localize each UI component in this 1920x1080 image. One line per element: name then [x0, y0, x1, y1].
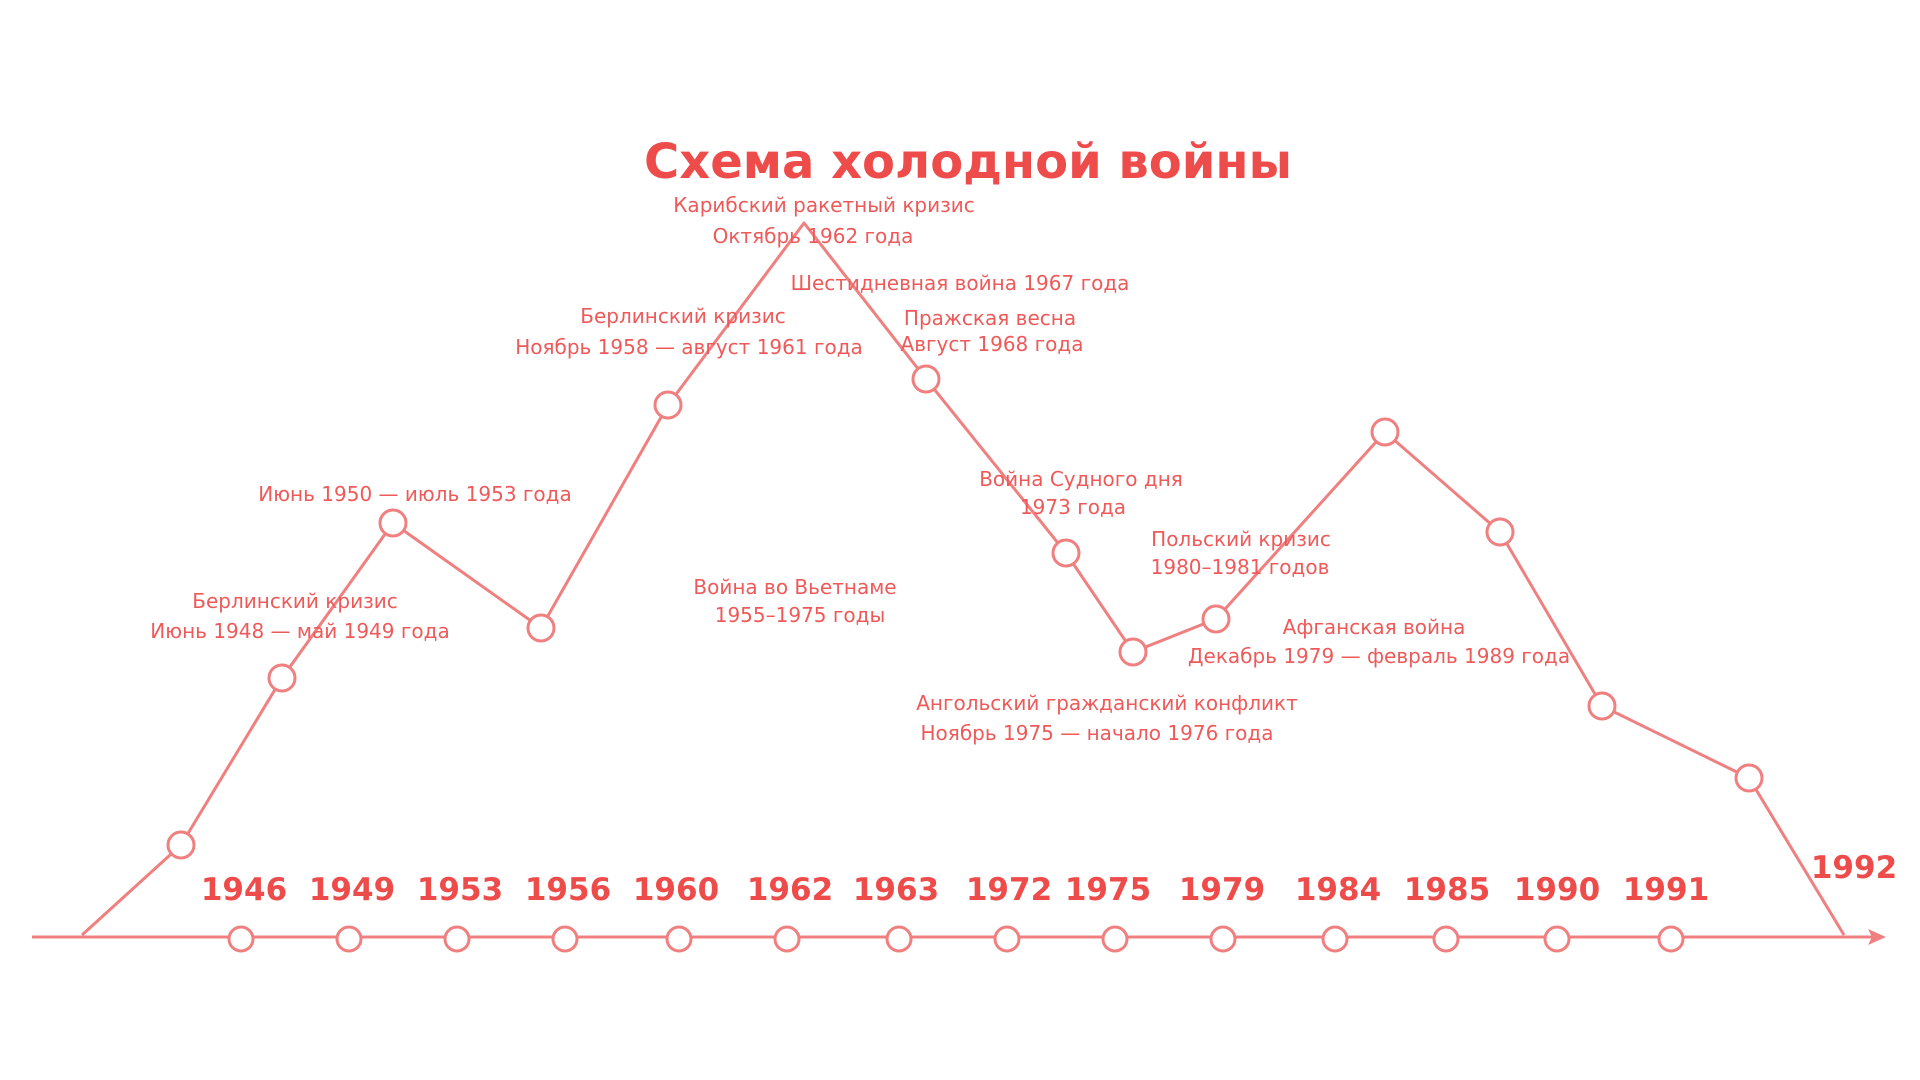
axis-node	[773, 925, 801, 953]
year-label: 1963	[853, 872, 939, 908]
year-label: 1962	[747, 872, 833, 908]
event-title: Война во Вьетнаме	[693, 575, 896, 599]
axis-node	[1543, 925, 1571, 953]
curve-node	[911, 364, 941, 394]
curve-node	[1370, 417, 1400, 447]
event-korean-war: Июнь 1950 — июль 1953 года	[258, 482, 571, 506]
event-six-day-war: Шестидневная война 1967 года	[791, 271, 1130, 295]
event-dates: Июнь 1950 — июль 1953 года	[258, 482, 571, 506]
curve-node	[1587, 691, 1617, 721]
axis-node	[885, 925, 913, 953]
event-prague-spring: Пражская весна Август 1968 года	[901, 306, 1084, 356]
event-dates: 1973 года	[1020, 495, 1126, 519]
curve-node	[526, 613, 556, 643]
event-dates: Июнь 1948 — май 1949 года	[150, 619, 449, 643]
event-title: Война Судного дня	[979, 467, 1183, 491]
event-dates: Август 1968 года	[901, 332, 1084, 356]
event-angolan-conflict: Ангольский гражданский конфликт Ноябрь 1…	[916, 691, 1298, 745]
axis-node	[665, 925, 693, 953]
year-label: 1953	[417, 872, 503, 908]
event-afghan-war: Афганская война Декабрь 1979 — февраль 1…	[1188, 615, 1570, 668]
curve-node	[267, 663, 297, 693]
curve-node	[1201, 604, 1231, 634]
event-dates: Ноябрь 1958 — август 1961 года	[515, 335, 863, 359]
curve-node	[166, 830, 196, 860]
year-label: 1991	[1623, 872, 1709, 908]
event-title: Афганская война	[1283, 615, 1466, 639]
axis-node	[227, 925, 255, 953]
year-label: 1956	[525, 872, 611, 908]
year-label: 1946	[201, 872, 287, 908]
event-dates: Октябрь 1962 года	[713, 224, 914, 248]
event-dates: 1980–1981 годов	[1151, 555, 1330, 579]
axis-node	[1101, 925, 1129, 953]
event-title: Польский кризис	[1151, 527, 1331, 551]
axis-node	[1209, 925, 1237, 953]
event-dates: Декабрь 1979 — февраль 1989 года	[1188, 644, 1570, 668]
event-dates: Ноябрь 1975 — начало 1976 года	[921, 721, 1274, 745]
event-polish-crisis: Польский кризис 1980–1981 годов	[1151, 527, 1331, 579]
curve-node	[1734, 763, 1764, 793]
year-label: 1990	[1514, 872, 1600, 908]
event-title: Шестидневная война 1967 года	[791, 271, 1130, 295]
axis-node	[1321, 925, 1349, 953]
axis-node	[1432, 925, 1460, 953]
event-vietnam-war: Война во Вьетнаме 1955–1975 годы	[693, 575, 896, 627]
event-yom-kippur-war: Война Судного дня 1973 года	[979, 467, 1183, 519]
axis-node	[443, 925, 471, 953]
axis-arrow-icon	[1868, 929, 1886, 945]
event-title: Карибский ракетный кризис	[673, 193, 975, 217]
year-label: 1972	[966, 872, 1052, 908]
curve-node	[1485, 517, 1515, 547]
year-label: 1985	[1404, 872, 1490, 908]
axis-node	[335, 925, 363, 953]
year-label: 1960	[633, 872, 719, 908]
event-dates: 1955–1975 годы	[715, 603, 886, 627]
curve-node	[1051, 538, 1081, 568]
curve-node	[1118, 637, 1148, 667]
year-label: 1949	[309, 872, 395, 908]
event-berlin-crisis-1948: Берлинский кризис Июнь 1948 — май 1949 г…	[150, 589, 449, 643]
event-berlin-crisis-1958: Берлинский кризис Ноябрь 1958 — август 1…	[515, 304, 863, 359]
tension-curve	[80, 221, 1846, 937]
end-year-label: 1992	[1811, 850, 1897, 886]
event-title: Пражская весна	[904, 306, 1076, 330]
event-title: Берлинский кризис	[192, 589, 397, 613]
year-label: 1979	[1179, 872, 1265, 908]
event-title: Ангольский гражданский конфликт	[916, 691, 1298, 715]
event-title: Берлинский кризис	[580, 304, 785, 328]
curve-node	[378, 508, 408, 538]
year-label: 1984	[1295, 872, 1381, 908]
diagram-title: Схема холодной войны	[644, 134, 1292, 190]
event-cuban-missile-crisis: Карибский ракетный кризис Октябрь 1962 г…	[673, 193, 975, 248]
axis-node	[551, 925, 579, 953]
axis-node	[993, 925, 1021, 953]
year-label: 1975	[1065, 872, 1151, 908]
axis-node	[1657, 925, 1685, 953]
curve-node	[653, 390, 683, 420]
